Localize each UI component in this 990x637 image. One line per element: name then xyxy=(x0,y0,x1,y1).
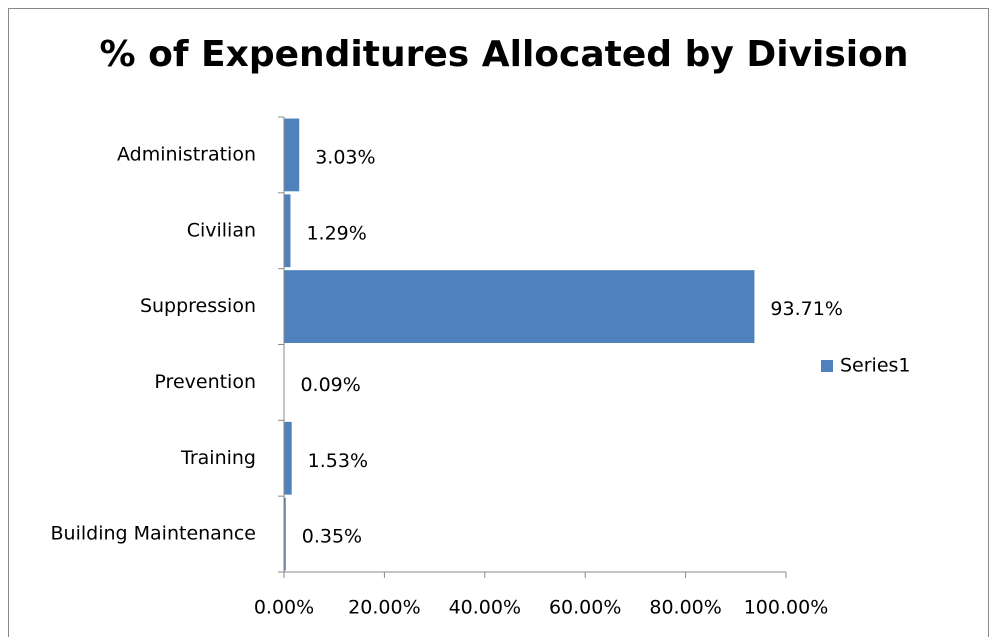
x-tick-label: 40.00% xyxy=(449,597,521,619)
y-tick-label: Suppression xyxy=(140,295,256,317)
data-label: 0.09% xyxy=(300,374,360,396)
x-tick-label: 100.00% xyxy=(744,597,829,619)
y-tick-label: Prevention xyxy=(154,371,256,393)
x-tick-label: 80.00% xyxy=(649,597,721,619)
data-label: 1.53% xyxy=(308,450,368,472)
legend-swatch xyxy=(821,360,833,372)
data-label: 93.71% xyxy=(770,298,842,320)
bar xyxy=(284,194,291,268)
x-tick-label: 0.00% xyxy=(254,597,314,619)
data-label: 0.35% xyxy=(302,526,362,548)
legend-label: Series1 xyxy=(840,355,911,377)
bar xyxy=(284,270,755,343)
x-tick-label: 60.00% xyxy=(549,597,621,619)
x-tick-label: 20.00% xyxy=(348,597,420,619)
y-tick-label: Building Maintenance xyxy=(51,523,256,545)
bar xyxy=(284,497,286,571)
y-tick-label: Training xyxy=(180,447,256,469)
chart-title: % of Expenditures Allocated by Division xyxy=(100,34,909,75)
y-tick-label: Administration xyxy=(117,143,256,165)
bar xyxy=(284,421,292,495)
data-label: 1.29% xyxy=(306,222,366,244)
bar xyxy=(284,118,300,192)
data-label: 3.03% xyxy=(315,146,375,168)
y-tick-label: Civilian xyxy=(187,219,256,241)
